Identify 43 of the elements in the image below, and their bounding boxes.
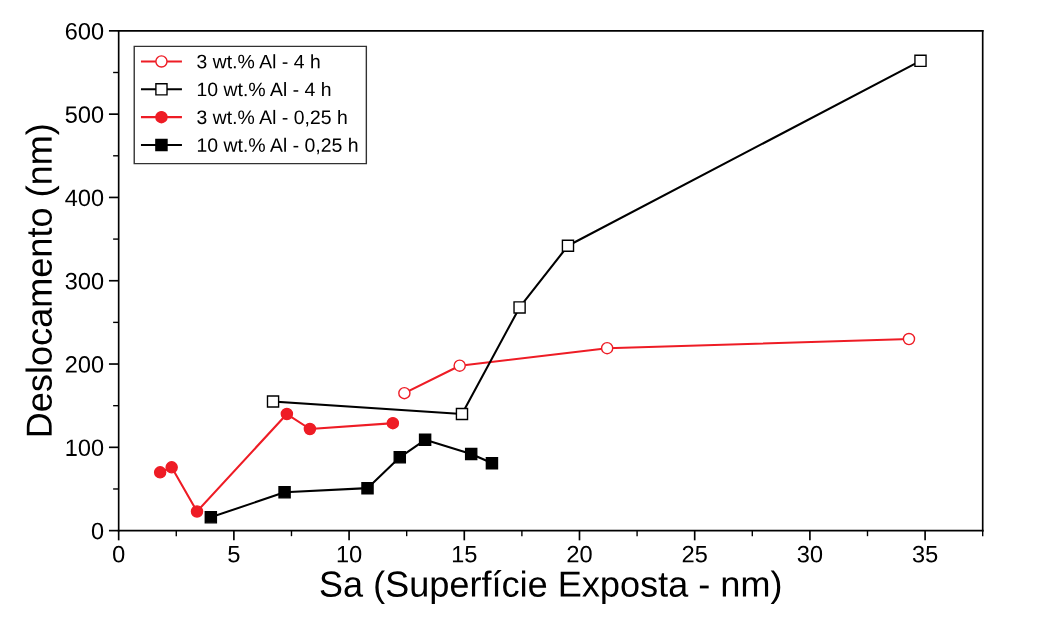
- x-tick-label: 15: [452, 546, 477, 563]
- point: [266, 395, 280, 408]
- y-tick-label: 200: [65, 356, 104, 373]
- x-tick-label: 5: [228, 546, 240, 563]
- point: [561, 239, 575, 253]
- point: [398, 386, 411, 400]
- y-tick-label: 0: [91, 522, 104, 540]
- point: [513, 301, 526, 314]
- point: [153, 466, 167, 479]
- y-tick-label: 400: [65, 189, 104, 207]
- y-tick-label: 100: [66, 439, 104, 457]
- x-tick-label: 20: [567, 545, 592, 563]
- point: [464, 447, 478, 461]
- x-tick-label: 30: [797, 545, 823, 563]
- point: [418, 433, 432, 447]
- x-tick-label: 0: [113, 545, 125, 563]
- legend-label: 10 wt.% Al - 4 h: [197, 82, 331, 97]
- point: [165, 461, 178, 474]
- point: [600, 341, 614, 355]
- point: [914, 54, 927, 68]
- point: [190, 505, 204, 518]
- point: [278, 486, 291, 499]
- y-tick-label: 600: [65, 22, 104, 40]
- point: [393, 451, 407, 464]
- legend-label: 10 wt.% Al - 0,25 h: [197, 137, 358, 155]
- point: [455, 407, 469, 421]
- legend-label: 3 wt.% Al - 0,25 h: [197, 109, 347, 127]
- x-tick-label: 25: [682, 545, 707, 563]
- y-tick-label: 300: [65, 272, 104, 290]
- y-tick-label: 500: [65, 106, 104, 123]
- x-tick-label: 35: [912, 545, 938, 563]
- point: [485, 456, 499, 470]
- point: [453, 359, 466, 372]
- point: [280, 407, 294, 421]
- point: [303, 422, 317, 436]
- point: [204, 511, 218, 524]
- x-tick-label: 10: [337, 545, 362, 563]
- y-axis-title: Deslocamento (nm): [25, 125, 60, 436]
- point: [902, 332, 916, 346]
- point: [361, 481, 374, 495]
- point: [386, 416, 400, 430]
- x-axis-title: Sa (Superfície Exposta - nm): [320, 569, 781, 605]
- legend-label: 3 wt.% Al - 4 h: [197, 54, 320, 69]
